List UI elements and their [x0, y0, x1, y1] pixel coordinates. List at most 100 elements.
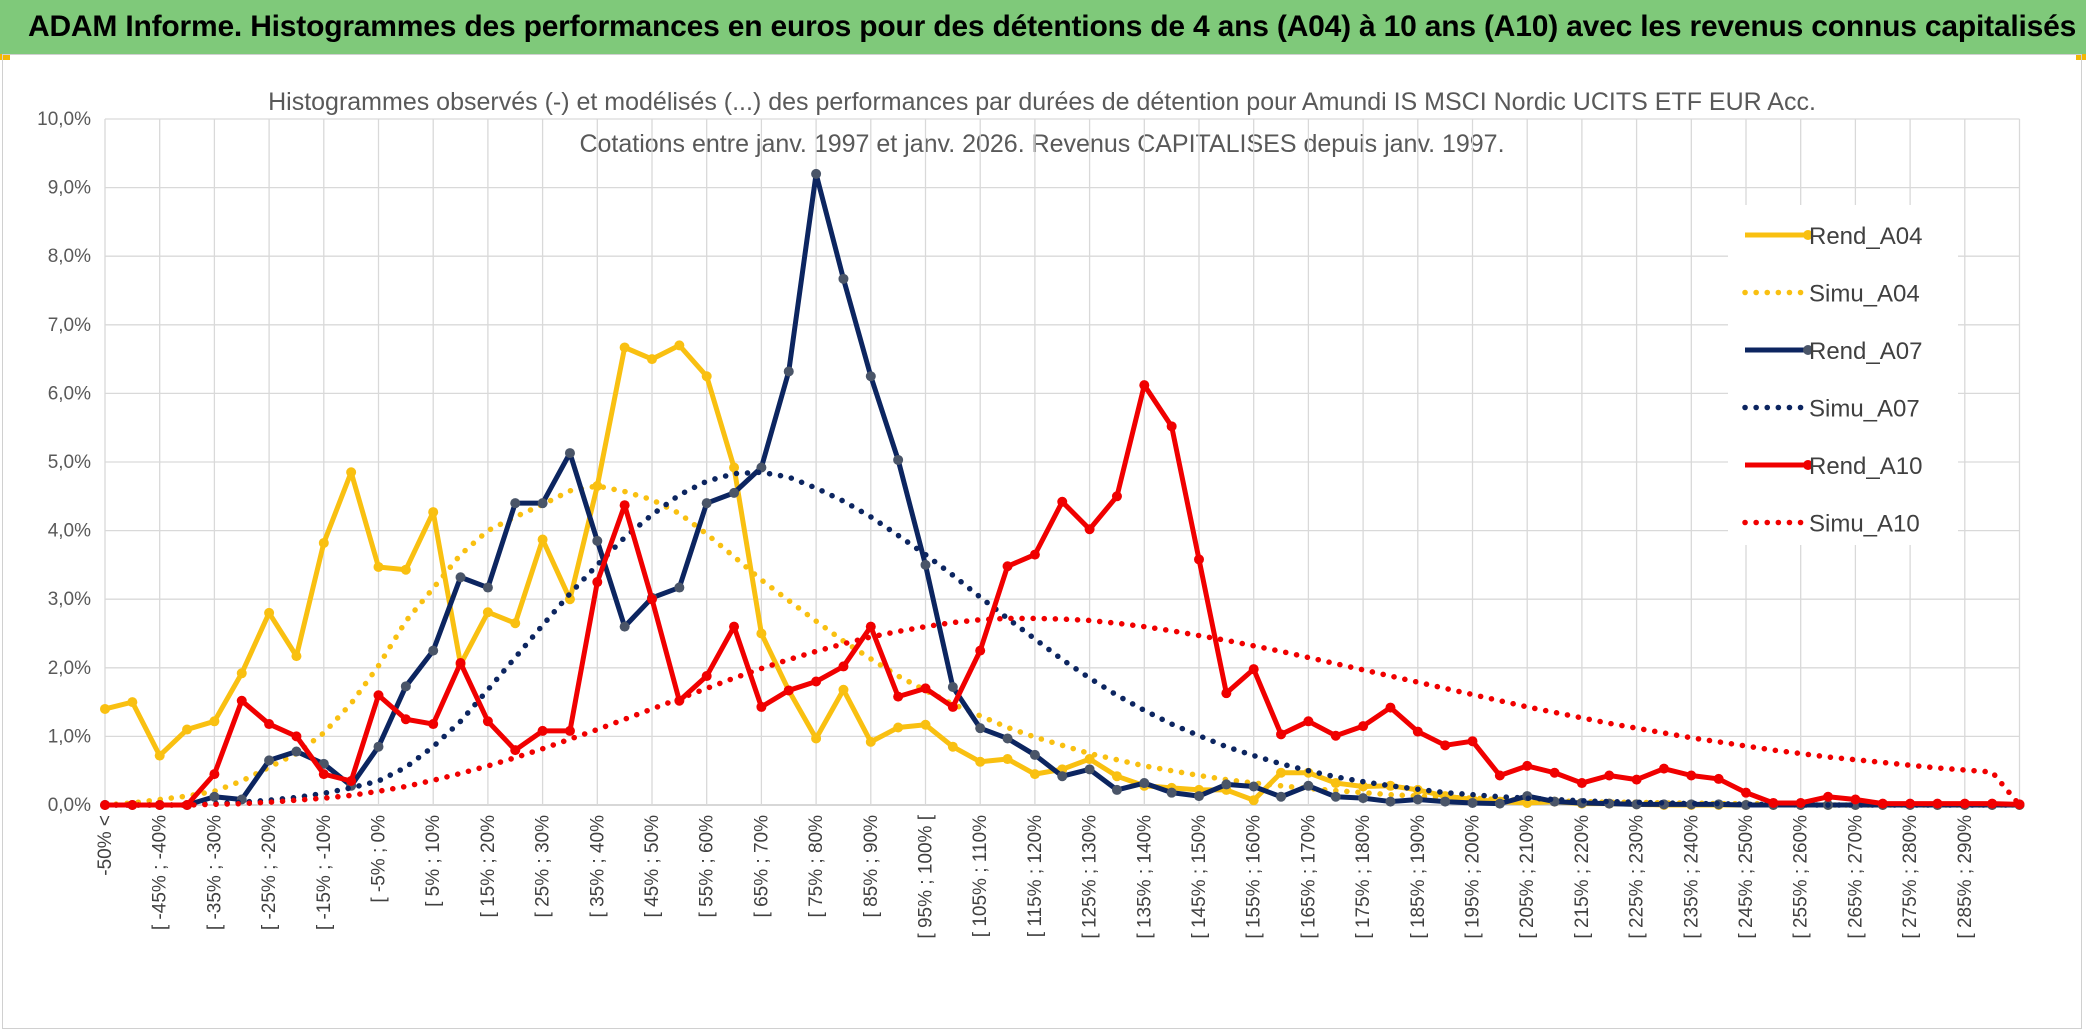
data-point: [1741, 787, 1751, 798]
data-point: [1194, 791, 1204, 802]
data-point: [1494, 770, 1505, 781]
data-point: [291, 731, 302, 742]
data-point: [1658, 763, 1669, 774]
data-point: [400, 681, 411, 692]
x-tick-label: [ 185% ; 190%: [1408, 815, 1429, 939]
data-point: [1248, 795, 1259, 806]
data-point: [1029, 549, 1040, 560]
data-point: [1768, 797, 1779, 808]
data-point: [1057, 771, 1068, 782]
data-point: [1412, 794, 1423, 805]
data-point: [1522, 760, 1533, 771]
x-tick-label: [ 225% ; 230%: [1627, 815, 1648, 939]
page-title: ADAM Informe. Histogrammes des performan…: [28, 10, 2077, 43]
data-point: [318, 758, 329, 769]
data-point: [811, 733, 822, 744]
data-point: [510, 498, 521, 509]
data-point: [592, 535, 603, 546]
legend-item-rend-a04: Rend_A04: [1745, 223, 1922, 250]
legend-item-simu-a10: Simu_A10: [1742, 511, 1920, 538]
data-point: [264, 607, 275, 618]
data-point: [1276, 729, 1287, 740]
data-point: [1604, 770, 1615, 781]
y-tick-label: 4,0%: [48, 521, 91, 542]
data-point: [1221, 688, 1232, 699]
data-point: [1303, 780, 1314, 791]
series-lines: [100, 168, 2025, 810]
data-point: [1823, 791, 1834, 802]
data-point: [1221, 779, 1232, 790]
data-point: [893, 691, 904, 702]
data-point: [701, 371, 712, 382]
legend-background: [1728, 205, 1958, 545]
x-tick-label: [ 95% ; 100% [: [916, 814, 937, 938]
x-tick-label: [ -45% ; -40%: [150, 815, 171, 930]
data-point: [482, 607, 493, 618]
data-point: [947, 741, 958, 752]
data-point: [647, 594, 657, 605]
data-point: [373, 561, 384, 572]
legend-label: Simu_A07: [1809, 396, 1920, 423]
data-point: [1850, 794, 1861, 805]
x-tick-label: [ 275% ; 280%: [1900, 815, 1921, 939]
data-point: [865, 371, 876, 382]
data-point: [1057, 496, 1068, 507]
data-point: [564, 725, 575, 736]
data-point: [346, 467, 357, 478]
data-point: [1029, 769, 1040, 780]
data-point: [1002, 754, 1013, 765]
x-tick-label: [ 15% ; 20%: [478, 815, 499, 918]
data-point: [1686, 770, 1697, 781]
data-point: [1194, 554, 1204, 565]
y-tick-label: 1,0%: [48, 726, 91, 747]
data-point: [537, 534, 548, 545]
data-point: [947, 701, 958, 712]
legend-label: Simu_A04: [1809, 281, 1920, 308]
data-point: [400, 714, 411, 725]
x-tick-label: [ 115% ; 120%: [1025, 815, 1046, 937]
data-point: [1932, 798, 1943, 809]
x-tick-label: [ 125% ; 130%: [1080, 815, 1101, 939]
data-point: [373, 741, 384, 752]
data-point: [893, 722, 904, 733]
data-point: [1248, 781, 1259, 792]
data-point: [920, 559, 931, 570]
data-point: [1385, 702, 1396, 713]
data-point: [209, 769, 220, 780]
data-point: [920, 683, 931, 694]
legend-marker: [1803, 460, 1813, 470]
title-background: [270, 84, 1810, 162]
x-tick-label: -50% <: [95, 815, 116, 876]
legend-item-simu-a07: Simu_A07: [1742, 396, 1920, 423]
data-point: [1002, 561, 1013, 572]
data-point: [1139, 380, 1150, 391]
data-point: [182, 724, 193, 735]
data-point: [619, 342, 630, 353]
data-point: [1084, 764, 1095, 775]
data-point: [264, 755, 275, 766]
data-point: [1166, 787, 1177, 798]
data-point: [1440, 740, 1451, 751]
data-point: [400, 564, 411, 575]
y-tick-label: 0,0%: [48, 795, 91, 816]
data-point: [1330, 730, 1341, 741]
x-tick-label: [ 175% ; 180%: [1353, 815, 1374, 939]
x-tick-label: [ 5% ; 10%: [423, 815, 444, 907]
series-simu-a10: [102, 615, 2023, 808]
data-point: [975, 756, 986, 767]
data-point: [1987, 798, 1998, 809]
data-point: [1385, 796, 1396, 807]
data-point: [1385, 780, 1396, 791]
data-point: [592, 577, 603, 588]
data-point: [537, 725, 548, 736]
data-point: [1084, 524, 1095, 535]
y-tick-label: 7,0%: [48, 315, 91, 336]
legend-marker: [1803, 345, 1813, 355]
x-tick-label: [ 75% ; 80%: [806, 815, 827, 918]
y-tick-label: 5,0%: [48, 452, 91, 473]
data-point: [729, 462, 740, 473]
y-tick-label: 10,0%: [37, 109, 91, 130]
x-axis-ticks: -50% < [ -45% ; -40% [ -35% ; -30% [ -25% ;…: [95, 814, 1976, 938]
x-tick-label: [ 245% ; 250%: [1736, 815, 1757, 939]
